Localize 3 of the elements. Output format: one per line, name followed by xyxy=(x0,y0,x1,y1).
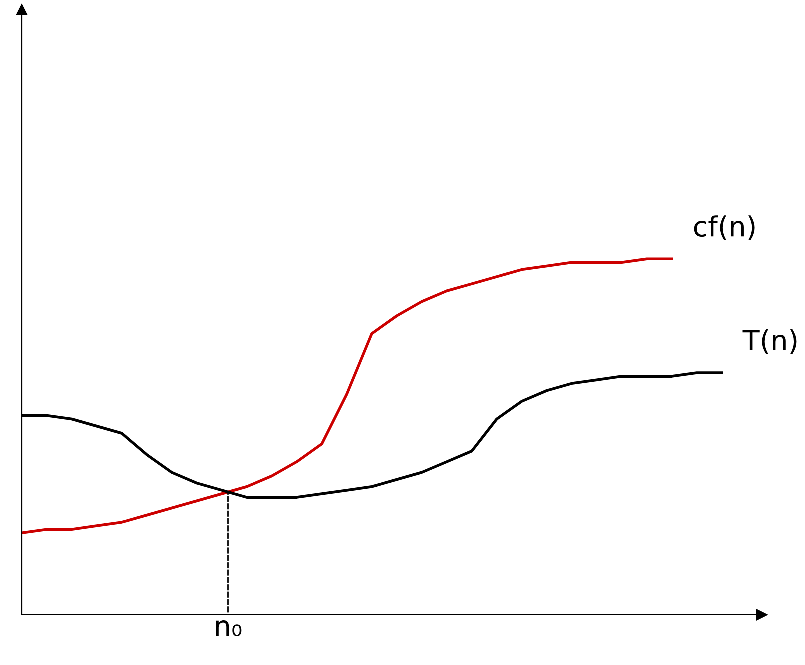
text: n₀ xyxy=(216,620,242,636)
series-label: cf(n) xyxy=(694,216,755,240)
series-label: T(n) xyxy=(742,329,797,354)
